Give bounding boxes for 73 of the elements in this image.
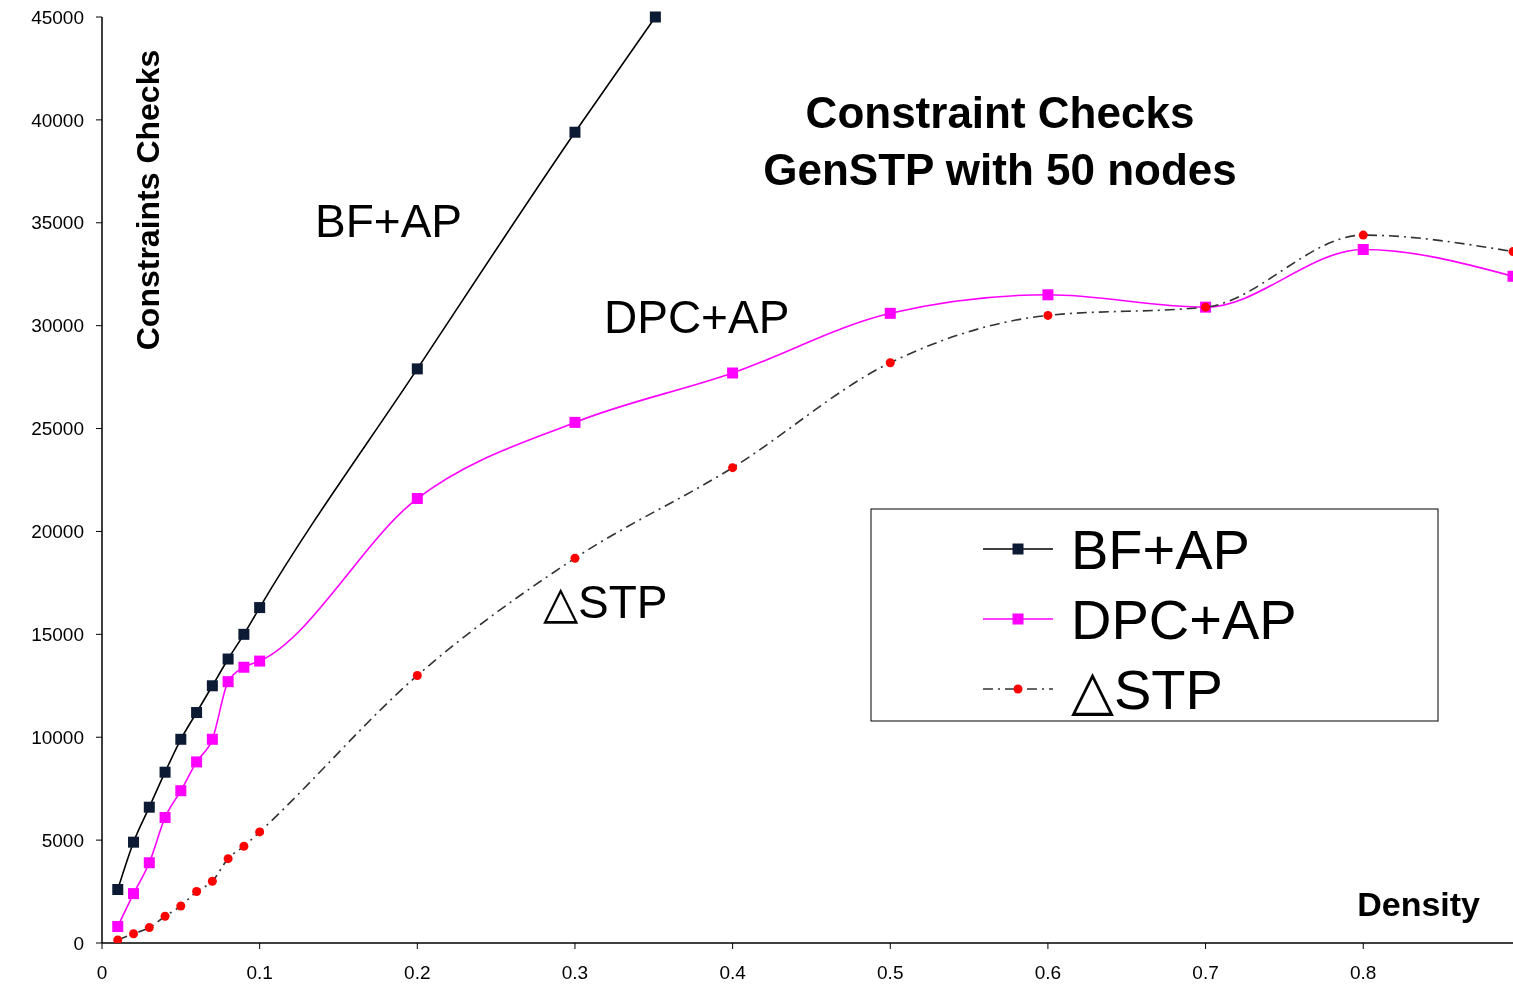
point	[129, 929, 139, 939]
point	[570, 553, 580, 563]
x-tick-label: 0.7	[1192, 962, 1219, 983]
point	[160, 911, 170, 921]
annotation: DPC+AP	[604, 291, 790, 343]
x-axis-title: Density	[1357, 885, 1481, 923]
point	[223, 854, 233, 864]
point	[159, 766, 171, 778]
point	[191, 707, 203, 719]
y-tick-label: 5000	[41, 829, 84, 851]
text: Constraint Checks GenSTP with 50 nodes	[763, 88, 1237, 194]
point	[569, 416, 581, 428]
point	[412, 670, 422, 680]
point	[191, 756, 203, 768]
legend-label: △STP	[1071, 657, 1223, 721]
legend-label: BF+AP	[1071, 517, 1250, 581]
point	[206, 680, 218, 692]
x-tick-label: 0.5	[877, 962, 904, 983]
point	[113, 935, 123, 943]
point	[1043, 310, 1053, 320]
point	[143, 857, 155, 869]
point	[884, 307, 896, 319]
point	[176, 901, 186, 911]
point	[112, 884, 124, 895]
x-tick-label: 0.1	[246, 962, 273, 983]
x-tick-label: 0.6	[1034, 962, 1062, 983]
point	[728, 463, 738, 473]
y-tick-label: 15000	[31, 623, 84, 645]
point	[1042, 289, 1054, 301]
y-tick-label: 30000	[31, 315, 84, 337]
y-tick-label: 45000	[31, 6, 84, 28]
point	[159, 811, 171, 823]
point	[222, 653, 234, 665]
point	[254, 602, 266, 614]
x-tick-label: 0.4	[719, 962, 747, 983]
y-tick-label: 35000	[31, 212, 84, 234]
point	[128, 836, 140, 848]
x-tick-label: 0.2	[404, 962, 431, 983]
y-tick-label: 0	[73, 932, 84, 954]
point	[569, 126, 581, 138]
point	[1358, 230, 1368, 240]
legend-label: DPC+AP	[1071, 587, 1297, 651]
point	[885, 358, 895, 368]
point	[411, 493, 423, 505]
point	[112, 921, 124, 933]
x-tick-label: 0.3	[561, 962, 589, 983]
point	[128, 888, 140, 900]
point	[254, 655, 266, 667]
point	[1357, 244, 1369, 256]
point	[192, 887, 202, 897]
point	[255, 827, 265, 837]
point	[649, 11, 661, 23]
point	[143, 801, 155, 813]
point	[144, 923, 154, 933]
y-tick-label: 40000	[31, 109, 84, 131]
x-tick-label: 0.8	[1350, 962, 1377, 983]
point	[207, 876, 217, 886]
point	[727, 367, 739, 379]
point	[238, 661, 250, 673]
point	[222, 676, 234, 688]
y-axis-title: Constraints Checks	[130, 49, 166, 351]
point	[175, 733, 187, 745]
point	[239, 841, 249, 851]
y-tick-label: 10000	[31, 726, 84, 748]
x-tick-label: 0	[96, 962, 108, 983]
y-tick-label: 25000	[31, 418, 84, 440]
point	[238, 628, 250, 640]
point	[175, 785, 187, 797]
point	[206, 733, 218, 745]
annotation: △STP	[543, 576, 668, 628]
y-tick-label: 20000	[31, 521, 84, 543]
annotation: BF+AP	[315, 195, 463, 247]
point	[411, 363, 423, 375]
